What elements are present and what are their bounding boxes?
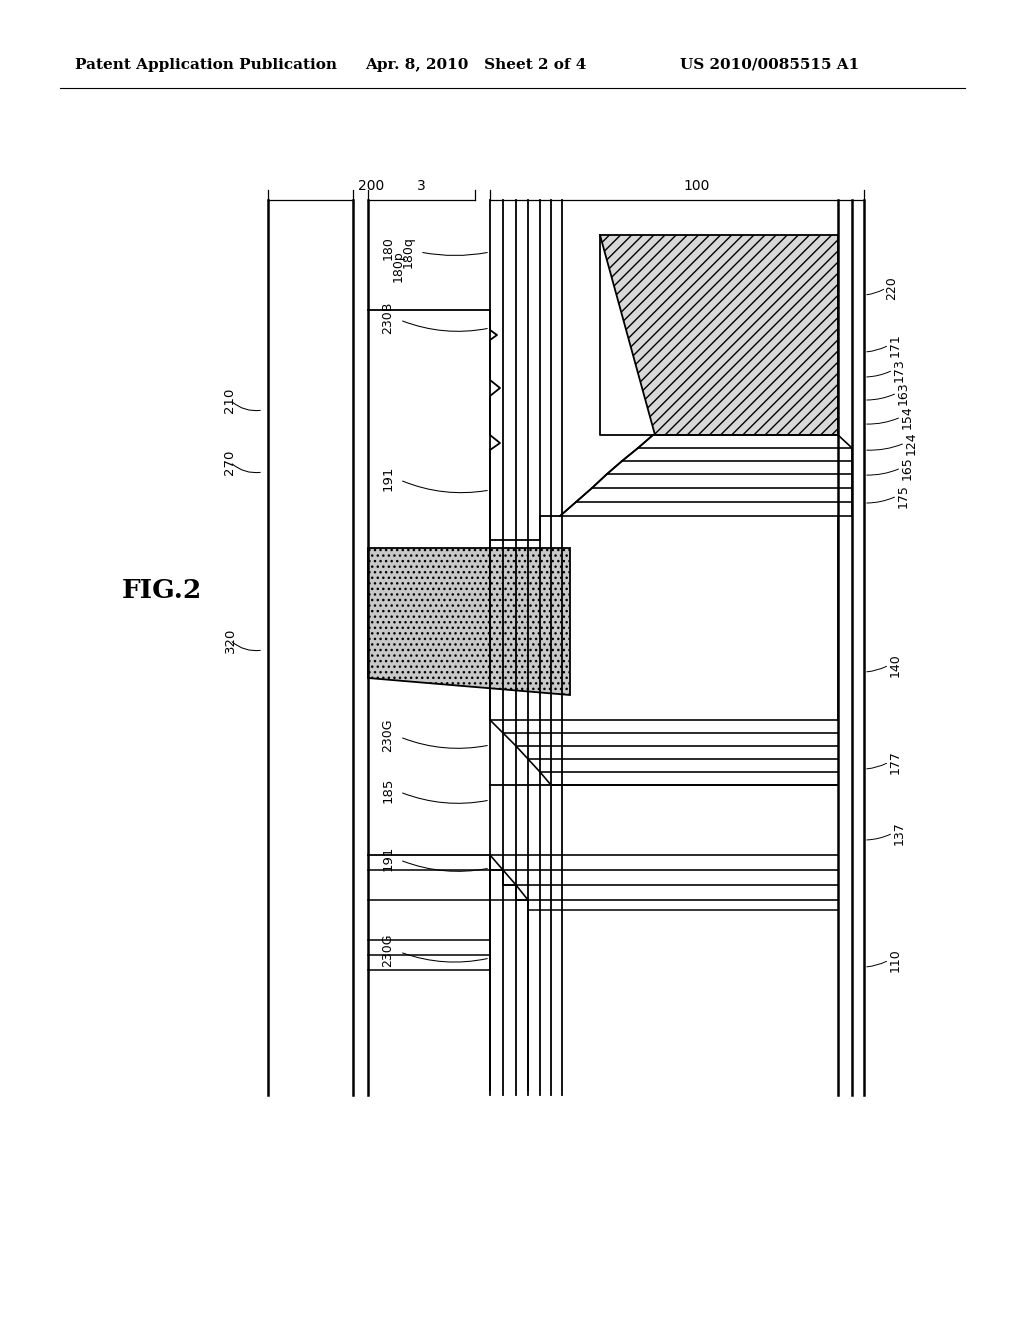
Text: 180q: 180q: [401, 236, 415, 268]
Text: 191: 191: [382, 466, 394, 491]
Polygon shape: [368, 548, 570, 696]
Text: 163: 163: [896, 381, 909, 405]
Text: 137: 137: [893, 821, 905, 845]
Text: 154: 154: [900, 405, 913, 429]
Text: 3: 3: [417, 180, 426, 193]
Text: 230G: 230G: [382, 933, 394, 966]
Text: US 2010/0085515 A1: US 2010/0085515 A1: [680, 58, 859, 73]
Text: 230G: 230G: [382, 718, 394, 752]
Polygon shape: [600, 235, 838, 436]
Text: 165: 165: [900, 457, 913, 480]
Text: 320: 320: [223, 627, 237, 652]
Text: 180: 180: [382, 236, 394, 260]
Text: 185: 185: [382, 777, 394, 803]
Text: 171: 171: [889, 333, 901, 356]
Text: 110: 110: [889, 948, 901, 972]
Text: 210: 210: [223, 387, 237, 413]
Text: FIG.2: FIG.2: [122, 578, 202, 602]
Text: Apr. 8, 2010   Sheet 2 of 4: Apr. 8, 2010 Sheet 2 of 4: [365, 58, 587, 73]
Text: 177: 177: [889, 750, 901, 774]
Text: 230B: 230B: [382, 302, 394, 334]
Text: Patent Application Publication: Patent Application Publication: [75, 58, 337, 73]
Text: 191: 191: [382, 845, 394, 871]
Text: 180p: 180p: [391, 249, 404, 282]
Text: 173: 173: [893, 358, 905, 381]
Text: 200: 200: [358, 180, 384, 193]
Text: 220: 220: [886, 276, 898, 300]
Text: 124: 124: [904, 432, 918, 455]
Text: 175: 175: [896, 484, 909, 508]
Text: 100: 100: [684, 180, 711, 193]
Text: 270: 270: [223, 449, 237, 475]
Text: 140: 140: [889, 653, 901, 677]
